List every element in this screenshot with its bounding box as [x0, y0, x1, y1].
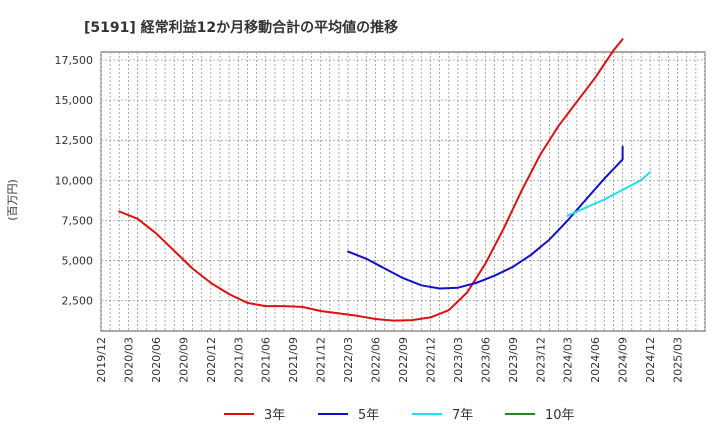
y-axis-label: (百万円) — [6, 179, 19, 221]
y-tick-label: 12,500 — [55, 134, 94, 147]
series-lines — [118, 38, 652, 322]
x-tick-label: 2022/03 — [342, 337, 355, 383]
x-tick-label: 2025/03 — [672, 337, 685, 383]
series-line-1 — [347, 145, 624, 290]
series-line-2 — [566, 171, 652, 217]
grid — [100, 51, 706, 332]
chart-title: [5191] 経常利益12か月移動合計の平均値の推移 — [84, 19, 398, 36]
legend-label-3: 10年 — [545, 408, 575, 423]
series-line-0 — [118, 38, 624, 322]
x-tick-label: 2024/12 — [644, 337, 657, 383]
legend-label-2: 7年 — [452, 408, 473, 423]
y-tick-label: 5,000 — [62, 254, 94, 267]
x-tick-label: 2023/06 — [479, 337, 492, 383]
x-tick-label: 2023/12 — [534, 337, 547, 383]
y-tick-label: 10,000 — [55, 174, 94, 187]
x-tick-label: 2020/09 — [177, 337, 190, 383]
x-tick-label: 2023/09 — [507, 337, 520, 383]
x-tick-label: 2022/09 — [397, 337, 410, 383]
x-tick-label: 2024/06 — [589, 337, 602, 383]
x-tick-label: 2024/03 — [562, 337, 575, 383]
x-tick-label: 2021/06 — [260, 337, 273, 383]
legend: 3年 5年 7年 10年 — [224, 408, 575, 423]
y-tick-label: 17,500 — [55, 54, 94, 67]
x-tick-label: 2020/03 — [122, 337, 135, 383]
legend-label-0: 3年 — [264, 408, 285, 423]
x-tick-label: 2024/09 — [617, 337, 630, 383]
x-tick-label: 2021/09 — [287, 337, 300, 383]
x-tick-label: 2020/12 — [205, 337, 218, 383]
x-tick-label: 2023/03 — [452, 337, 465, 383]
y-tick-label: 7,500 — [62, 214, 94, 227]
y-tick-label: 2,500 — [62, 295, 94, 308]
axes: 2,500 5,000 7,500 10,000 12,500 15,000 17,500 2… — [55, 54, 685, 383]
x-tick-label: 2022/06 — [370, 337, 383, 383]
x-tick-label: 2022/12 — [424, 337, 437, 383]
x-tick-label: 2019/12 — [95, 337, 108, 383]
x-tick-label: 2020/06 — [150, 337, 163, 383]
legend-label-1: 5年 — [358, 408, 379, 423]
y-tick-label: 15,000 — [55, 94, 94, 107]
x-tick-label: 2021/12 — [315, 337, 328, 383]
x-tick-label: 2021/03 — [232, 337, 245, 383]
